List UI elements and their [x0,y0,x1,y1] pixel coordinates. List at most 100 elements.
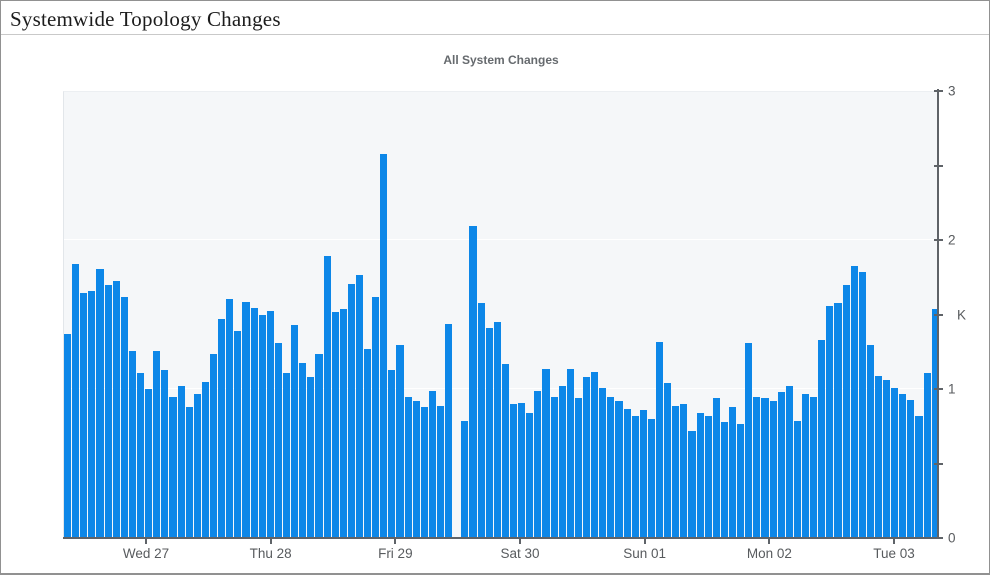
bar[interactable] [347,283,355,538]
bar[interactable] [485,328,493,538]
bar[interactable] [412,401,420,538]
bar[interactable] [720,422,728,538]
bar[interactable] [209,353,218,538]
bar[interactable] [145,389,153,538]
bar[interactable] [428,390,437,538]
bar[interactable] [510,404,518,538]
bar[interactable] [388,370,396,538]
bar[interactable] [785,386,793,538]
bar[interactable] [801,393,810,538]
bar[interactable] [136,372,145,538]
bar[interactable] [396,344,404,538]
bar[interactable] [761,398,769,538]
bar[interactable] [461,420,469,538]
bar[interactable] [153,350,161,538]
bar[interactable] [866,344,874,538]
bar[interactable] [274,343,282,538]
bar[interactable] [185,407,193,538]
bar[interactable] [591,371,599,538]
bar[interactable] [372,297,380,538]
bar[interactable] [282,372,291,538]
bar[interactable] [477,303,485,538]
bar[interactable] [542,368,550,538]
bar[interactable] [234,331,242,538]
bar[interactable] [437,405,445,538]
bar[interactable] [753,396,761,538]
bar[interactable] [704,416,712,538]
bar[interactable] [834,303,842,538]
bar[interactable] [899,393,907,538]
bar[interactable] [777,392,785,538]
bar[interactable] [80,292,88,538]
bar[interactable] [120,297,128,538]
bar[interactable] [380,154,388,538]
bar[interactable] [534,390,542,538]
bar[interactable] [688,430,696,538]
bar[interactable] [161,370,169,538]
bar[interactable] [404,396,412,538]
bar[interactable] [574,398,582,538]
bar[interactable] [655,341,664,538]
bar[interactable] [242,301,250,538]
bar[interactable] [842,285,850,538]
bar[interactable] [818,340,826,538]
bar[interactable] [696,413,704,538]
bar[interactable] [355,274,364,538]
bar[interactable] [258,315,266,538]
bar[interactable] [858,271,866,538]
bar[interactable] [445,323,453,538]
bar[interactable] [623,408,631,538]
bar[interactable] [64,334,72,538]
bar[interactable] [583,377,591,538]
bar[interactable] [323,255,331,538]
bar[interactable] [493,322,501,538]
bar[interactable] [526,413,534,538]
bar[interactable] [639,410,647,538]
bar[interactable] [218,319,226,538]
bar[interactable] [793,420,801,538]
bar[interactable] [88,291,96,538]
bar[interactable] [201,381,209,538]
bar[interactable] [250,307,258,538]
bar[interactable] [72,264,80,538]
bar[interactable] [339,309,347,538]
bar[interactable] [647,419,655,538]
bar[interactable] [737,423,745,538]
bar[interactable] [566,368,574,538]
bar[interactable] [315,353,323,538]
bar[interactable] [728,407,737,538]
bar[interactable] [891,387,899,538]
bar[interactable] [420,407,428,538]
bar[interactable] [518,402,526,538]
bar[interactable] [931,309,939,538]
bar[interactable] [266,310,274,538]
bar[interactable] [769,401,777,538]
bar[interactable] [226,298,234,538]
bar[interactable] [307,377,315,538]
bar[interactable] [607,396,615,538]
bar[interactable] [923,372,931,538]
bar[interactable] [615,401,623,538]
bar[interactable] [558,386,566,538]
bar[interactable] [96,268,104,538]
bar[interactable] [177,386,185,538]
bar[interactable] [128,350,136,538]
bar[interactable] [745,343,753,538]
bar[interactable] [672,405,680,538]
bar[interactable] [810,396,818,538]
bar[interactable] [883,380,891,538]
bar[interactable] [874,375,883,538]
bar[interactable] [664,383,672,538]
bar[interactable] [826,306,834,538]
bar[interactable] [915,416,923,538]
bar[interactable] [599,387,607,538]
bar[interactable] [712,398,720,538]
bar[interactable] [112,280,120,538]
bar[interactable] [193,393,201,538]
bar[interactable] [680,404,688,538]
bar[interactable] [104,285,112,538]
bar[interactable] [331,312,339,538]
bar[interactable] [850,265,858,538]
bar[interactable] [550,396,558,538]
bar[interactable] [291,325,299,538]
